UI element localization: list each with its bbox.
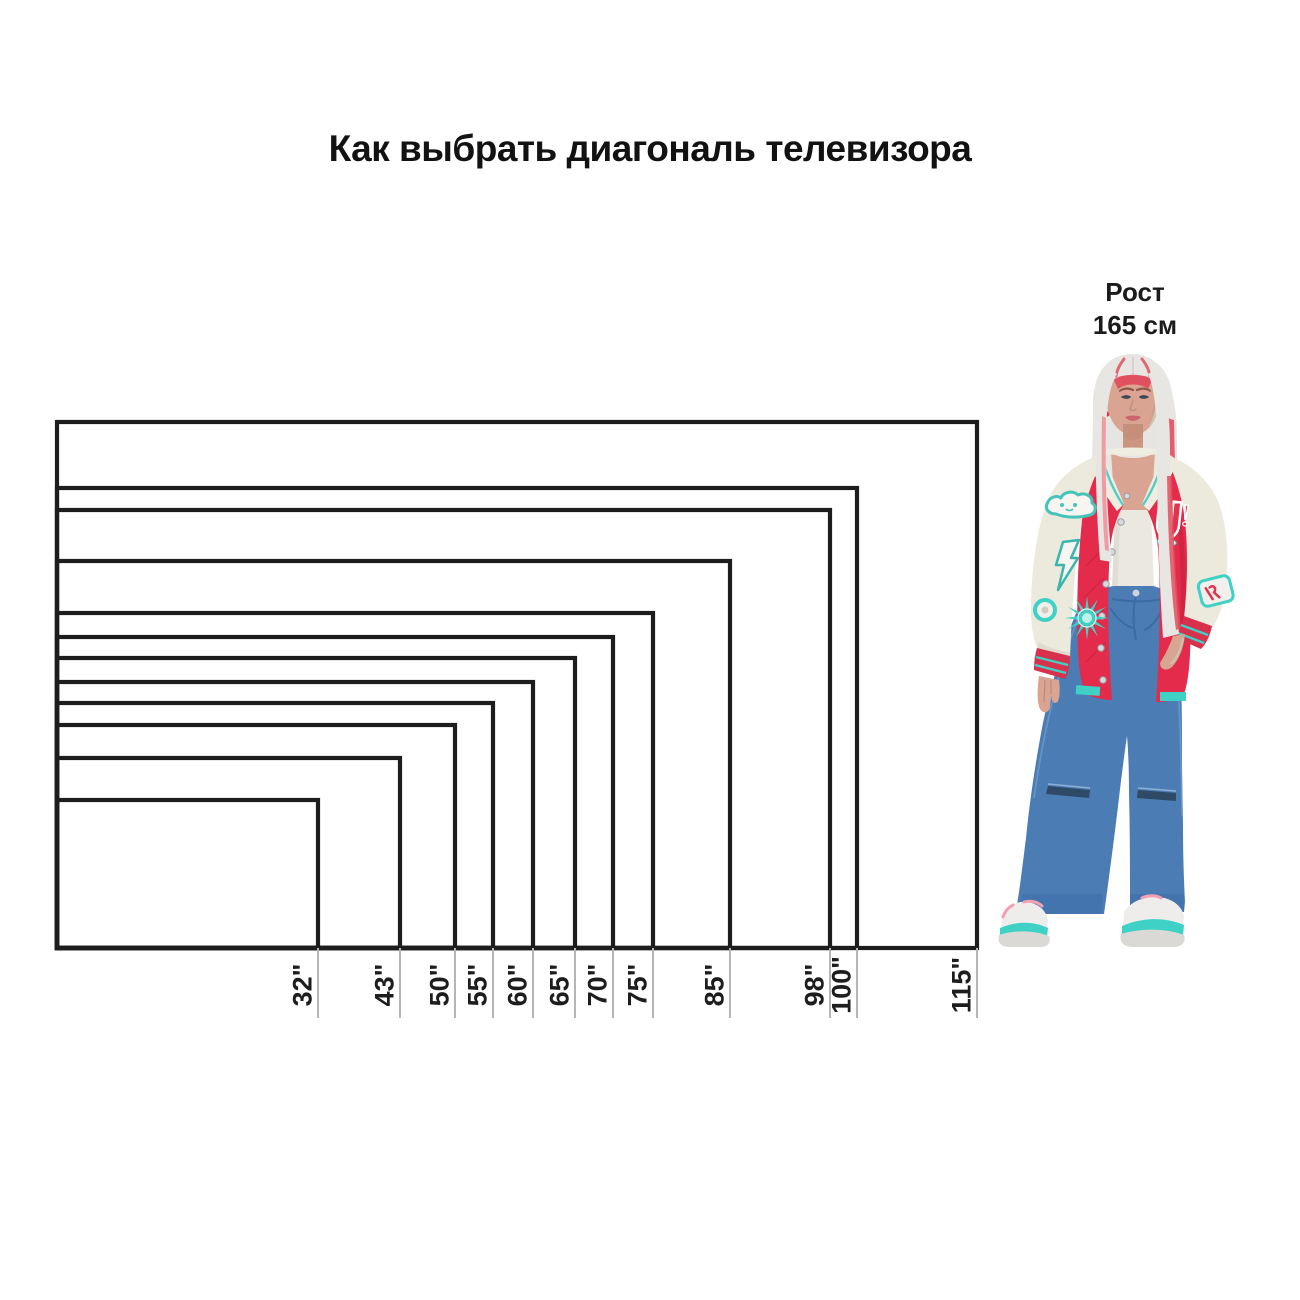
size-label-60: 60": [502, 963, 533, 1007]
knee-rip-left: [1046, 786, 1090, 798]
cloud-patch: [1044, 490, 1097, 519]
person-hair-front: [1093, 356, 1181, 638]
tv-rect-75: [54, 610, 656, 951]
size-label-85: 85": [699, 963, 730, 1007]
size-label-115: 115": [946, 956, 977, 1014]
shoe-left: [998, 899, 1050, 947]
size-label-100: 100": [826, 956, 857, 1014]
starburst-patch: [1065, 596, 1109, 640]
tv-rect-32: [54, 797, 321, 951]
person-tank-top: [1112, 510, 1154, 588]
size-label-70: 70": [582, 963, 613, 1007]
size-label-75: 75": [622, 963, 653, 1007]
size-label-55: 55": [462, 963, 493, 1007]
tv-rect-115: [54, 419, 980, 951]
person-illustration: [998, 354, 1235, 947]
tv-rect-55: [54, 700, 496, 951]
knee-rip-right: [1137, 790, 1176, 801]
size-label-32: 32": [287, 963, 318, 1007]
person-height-line2: 165 см: [1092, 310, 1178, 340]
size-label-65: 65": [544, 963, 575, 1007]
person-height-label: Рост 165 см: [1035, 276, 1235, 342]
tv-rect-85: [54, 558, 733, 951]
tv-rect-60: [54, 679, 536, 951]
person-height-line1: Рост: [1105, 277, 1165, 307]
shoe-right: [1120, 894, 1185, 947]
size-label-50: 50": [424, 963, 455, 1007]
tv-rect-43: [54, 755, 403, 951]
person-shoes: [998, 894, 1185, 947]
size-label-43: 43": [369, 963, 400, 1007]
size-label-98: 98": [799, 963, 830, 1007]
tv-rect-98: [54, 507, 833, 951]
lightning-patch: [1054, 538, 1081, 592]
person-hands: [1037, 634, 1185, 713]
page-title: Как выбрать диагональ телевизора: [328, 128, 972, 169]
ring-patch: [1033, 598, 1057, 622]
sleeve-patch: [1196, 574, 1235, 608]
